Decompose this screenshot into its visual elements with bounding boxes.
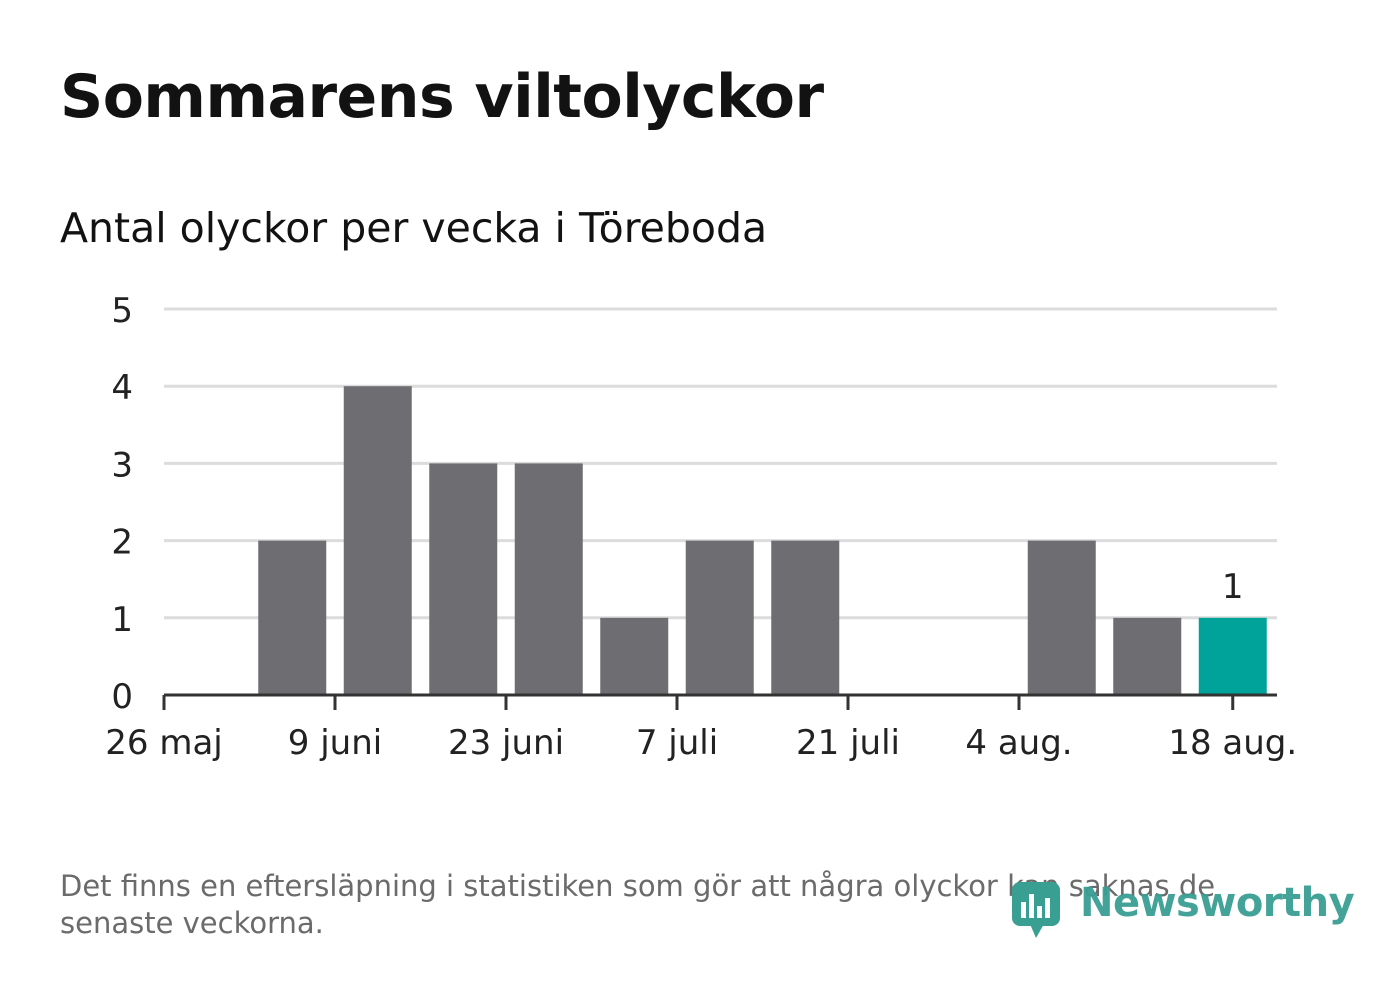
bar bbox=[429, 463, 498, 695]
y-tick-label: 5 bbox=[111, 291, 133, 331]
bar bbox=[258, 540, 327, 695]
x-tick-label: 21 juli bbox=[796, 723, 900, 763]
bar-chart: 0 1 2 3 4 5 1 26 maj 9 juni 23 juni 7 juli 21 juli 4… bbox=[105, 291, 1297, 763]
x-tick-label: 18 aug. bbox=[1168, 723, 1297, 763]
bar bbox=[1027, 540, 1096, 695]
bar bbox=[343, 386, 412, 695]
bar bbox=[1113, 617, 1182, 695]
y-tick-label: 1 bbox=[111, 600, 133, 640]
bar bbox=[771, 540, 840, 695]
brand-name: Newsworthy bbox=[1080, 880, 1355, 926]
y-tick-label: 3 bbox=[111, 445, 133, 485]
bar bbox=[514, 463, 583, 695]
bar bbox=[685, 540, 754, 695]
chart-title: Sommarens viltolyckor bbox=[60, 62, 824, 132]
x-tick-label: 4 aug. bbox=[965, 723, 1072, 763]
y-tick-label: 4 bbox=[111, 368, 133, 408]
y-tick-label: 0 bbox=[111, 677, 133, 717]
x-axis bbox=[162, 693, 1277, 710]
chart-subtitle: Antal olyckor per vecka i Töreboda bbox=[60, 204, 768, 252]
highlight-bar bbox=[1198, 617, 1267, 695]
x-tick-label: 23 juni bbox=[448, 723, 564, 763]
data-label: 1 bbox=[1222, 567, 1244, 607]
x-tick-label: 7 juli bbox=[636, 723, 718, 763]
labels: 0 1 2 3 4 5 1 26 maj 9 juni 23 juni 7 juli 21 juli 4… bbox=[105, 291, 1297, 763]
bars bbox=[258, 386, 1267, 695]
x-tick-label: 9 juni bbox=[288, 723, 382, 763]
bar bbox=[600, 617, 669, 695]
y-tick-label: 2 bbox=[111, 523, 133, 563]
newsworthy-logo-icon bbox=[1012, 882, 1060, 938]
brand-logo: Newsworthy bbox=[1010, 878, 1355, 940]
x-tick-label: 26 maj bbox=[105, 723, 222, 763]
